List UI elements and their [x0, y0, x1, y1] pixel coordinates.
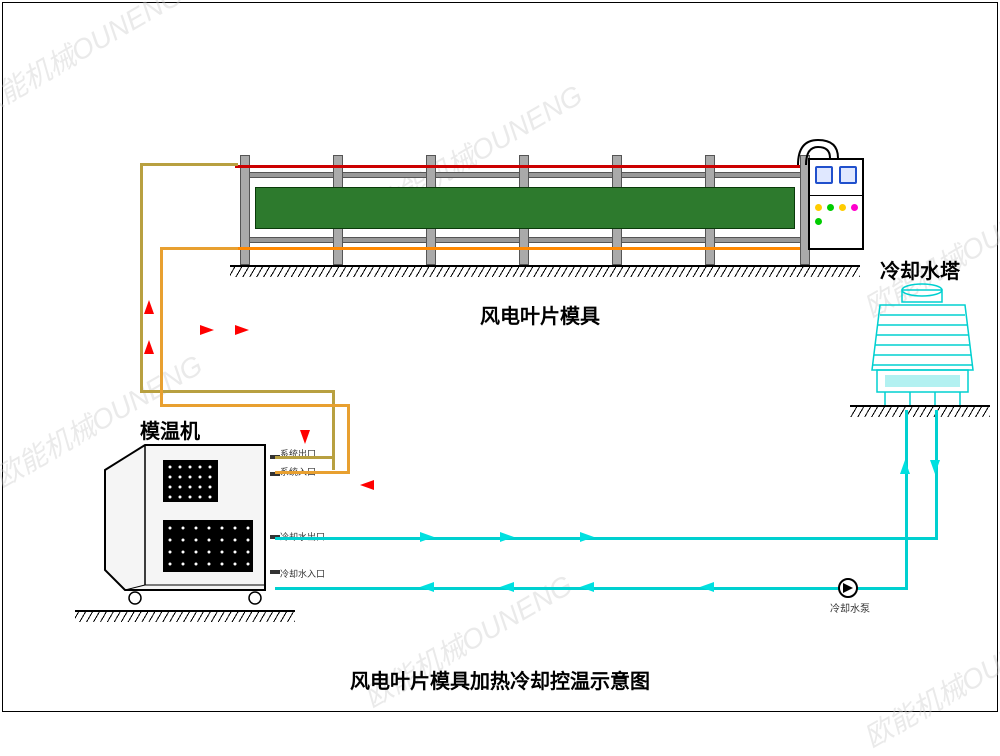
heater-label: 模温机 — [140, 415, 200, 444]
ground-mold — [230, 265, 860, 277]
flow-arrow-icon — [144, 340, 154, 354]
flow-arrow-icon — [144, 300, 154, 314]
flow-arrow-icon — [700, 582, 714, 592]
ground-tower — [850, 405, 990, 417]
flow-arrow-icon — [200, 325, 214, 335]
tower-label: 冷却水塔 — [880, 255, 960, 284]
heater — [95, 440, 270, 605]
flow-arrow-icon — [420, 582, 434, 592]
mold — [240, 155, 810, 265]
flow-arrow-icon — [900, 460, 910, 474]
pump-icon — [838, 578, 858, 598]
flow-arrow-icon — [500, 582, 514, 592]
flow-arrow-icon — [580, 532, 594, 542]
cool-in-label: 冷却水入口 — [280, 567, 325, 580]
flow-arrow-icon — [360, 480, 374, 490]
mold-label: 风电叶片模具 — [480, 300, 600, 329]
flow-arrow-icon — [930, 460, 940, 474]
connector-pipe-icon — [788, 135, 848, 175]
ground-heater — [75, 610, 295, 622]
cooling-tower — [865, 280, 980, 410]
diagram-title: 风电叶片模具加热冷却控温示意图 — [0, 665, 1000, 694]
flow-arrow-icon — [580, 582, 594, 592]
flow-arrow-icon — [420, 532, 434, 542]
flow-arrow-icon — [300, 430, 310, 444]
pump-label: 冷却水泵 — [830, 600, 870, 615]
flow-arrow-icon — [500, 532, 514, 542]
flow-arrow-icon — [235, 325, 249, 335]
